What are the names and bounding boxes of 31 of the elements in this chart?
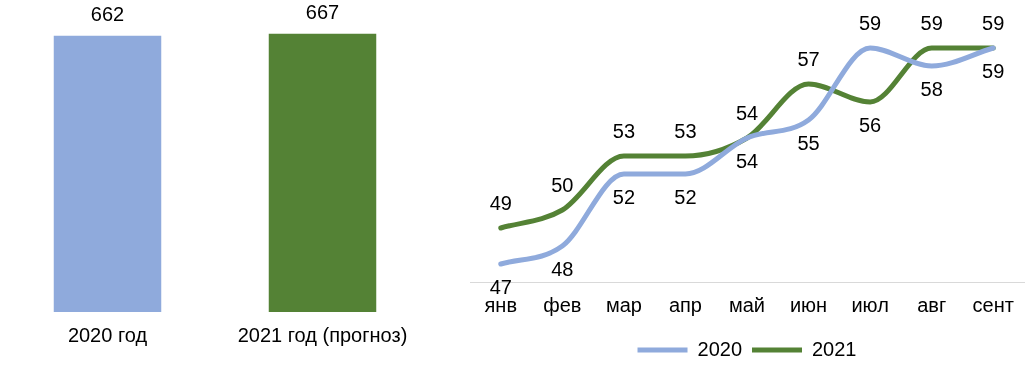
x-tick-label: июн xyxy=(789,293,828,316)
data-label: 50 xyxy=(551,173,574,196)
data-label: 54 xyxy=(735,149,759,172)
x-tick-label: июл xyxy=(851,293,889,316)
legend-label: 2020 xyxy=(697,337,743,360)
data-label: 52 xyxy=(612,185,636,208)
data-label: 59 xyxy=(920,11,943,34)
data-label: 59 xyxy=(982,59,1005,82)
data-label: 667 xyxy=(305,1,340,24)
data-label: 662 xyxy=(90,3,125,26)
x-tick-label: фев xyxy=(543,293,582,316)
data-label: 52 xyxy=(674,185,697,208)
x-tick-label: авг xyxy=(917,293,947,316)
x-tick-label: 2020 год xyxy=(67,323,148,346)
legend-label: 2021 xyxy=(812,337,857,360)
data-label: 54 xyxy=(735,101,759,124)
data-label: 53 xyxy=(612,119,636,142)
x-tick-label: май xyxy=(728,293,766,316)
data-label: 48 xyxy=(551,257,574,280)
data-label: 55 xyxy=(797,131,820,154)
x-tick-label: апр xyxy=(668,293,702,316)
data-label: 58 xyxy=(920,77,943,100)
x-tick-label: мар xyxy=(605,293,642,316)
data-label: 53 xyxy=(674,119,697,142)
data-label: 57 xyxy=(797,47,820,70)
data-label: 59 xyxy=(982,11,1005,34)
x-tick-label: сент xyxy=(972,293,1014,316)
data-label: 49 xyxy=(489,191,512,214)
x-tick-label: 2021 год (прогноз) xyxy=(237,323,408,346)
data-label: 56 xyxy=(858,113,882,136)
data-label: 59 xyxy=(858,11,882,34)
